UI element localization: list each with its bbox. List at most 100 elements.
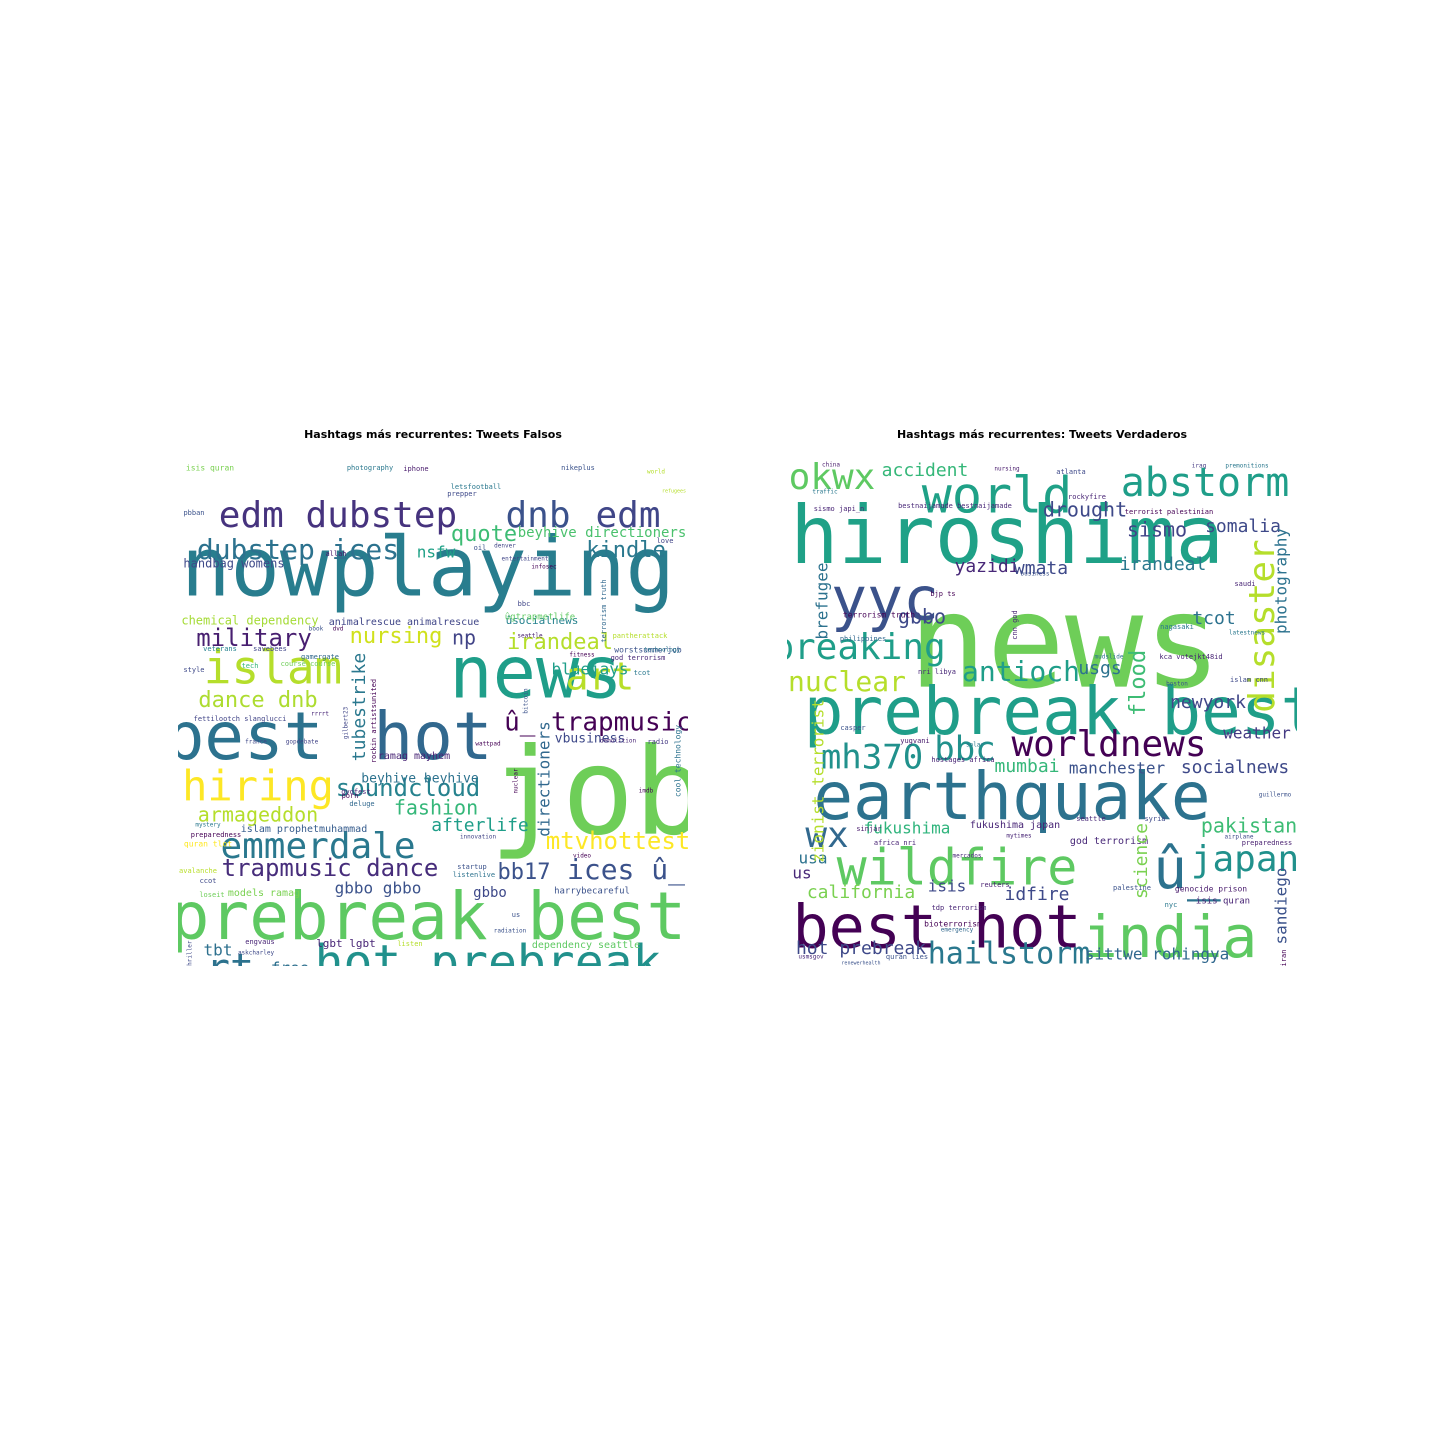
cloud-word: hostages africa [931, 756, 994, 764]
cloud-word: emmerdale [220, 826, 415, 867]
cloud-word: free [271, 959, 310, 967]
cloud-word: kca votejkt48id [1159, 653, 1222, 661]
wordcloud-real: news hiroshima earthquake prebreak best wild… [787, 461, 1297, 966]
chart-title-fake: Hashtags más recurrentes: Tweets Falsos [304, 428, 562, 441]
cloud-word: afterlife [431, 815, 529, 836]
cloud-word: yugvani [900, 737, 930, 745]
cloud-word: porn [342, 792, 359, 800]
cloud-word: fettilootch slanglucci [194, 715, 287, 723]
cloud-word: fitness [569, 652, 595, 659]
cloud-word: wmata [1014, 558, 1068, 579]
cloud-word: gamergate [301, 653, 339, 661]
cloud-word: philippines [840, 635, 886, 643]
cloud-word: handbag womens [183, 557, 284, 571]
cloud-word: renewerhealth [841, 961, 880, 967]
cloud-word: radiation [494, 928, 527, 935]
cloud-word: bluejays [551, 660, 628, 679]
cloud-word: book [309, 626, 324, 633]
cloud-word: gilbert23 [343, 706, 350, 739]
cloud-word: sismo [1127, 518, 1187, 542]
cloud-word: edm [595, 495, 660, 536]
cloud-word: yazidi [954, 556, 1019, 577]
cloud-word: rockin artistsunited [370, 679, 378, 763]
cloud-word: earthquake [813, 758, 1210, 835]
cloud-word: quran tlot [184, 840, 232, 849]
cloud-word: style [183, 666, 204, 674]
cloud-word: bitcoin [523, 688, 530, 714]
cloud-word: nyc [1165, 901, 1178, 909]
cloud-word: iphone [403, 465, 428, 473]
cloud-word: sandiego [1272, 867, 1291, 944]
cloud-word: harrybecareful [554, 887, 630, 897]
cloud-word: japan [1191, 839, 1297, 880]
cloud-word: pakistan [1201, 814, 1297, 838]
cloud-word: china [822, 462, 840, 469]
cloud-word: idfire [1004, 884, 1069, 905]
cloud-word: mudslide [1095, 654, 1124, 661]
cloud-word: france [245, 739, 267, 746]
cloud-word: gbbo [473, 885, 507, 901]
cloud-word: bjp ts [930, 590, 955, 598]
cloud-word: tdp terrorism [932, 904, 987, 912]
cloud-word: savebees [253, 645, 287, 653]
cloud-word: dnb [505, 495, 570, 536]
cloud-word: seattle [1076, 815, 1106, 823]
cloud-word: rrrrt [311, 711, 329, 718]
cloud-word: dance dnb [198, 688, 317, 713]
cloud-word: imdb [639, 788, 654, 795]
cloud-word: best [178, 698, 323, 775]
cloud-word: entertainment [502, 556, 549, 563]
cloud-word: mercados [953, 853, 982, 860]
cloud-word: yyc [831, 565, 939, 635]
cloud-word: airplane [1225, 834, 1254, 841]
cloud-word: nsfw [417, 543, 456, 562]
cloud-word: radio [647, 738, 668, 746]
cloud-word: innovation [460, 834, 497, 841]
cloud-word: ccot [200, 877, 217, 885]
cloud-word: fukushima japan [970, 820, 1060, 831]
cloud-word: isis [928, 877, 967, 896]
cloud-word: okwx [789, 461, 876, 498]
cloud-word: wx [805, 815, 848, 856]
cloud-word: gopdebate [286, 739, 319, 746]
cloud-word: zionist terrorist [809, 699, 828, 863]
cloud-word: listenlive [453, 871, 495, 879]
cloud-word: abstorm [1121, 461, 1290, 506]
cloud-word: terrorism truth [843, 611, 915, 620]
cloud-word: god terrorism [611, 654, 666, 662]
cloud-word: military [196, 624, 312, 652]
cloud-word: islam prophetmuhammad [241, 824, 367, 835]
cloud-word: photography [347, 464, 393, 472]
cloud-word: listen [397, 940, 422, 948]
cloud-word: bestnaijamade bestnaijamade [898, 502, 1012, 510]
cloud-word: nri libya [918, 668, 956, 676]
cloud-word: saudi [1234, 580, 1255, 588]
cloud-word: solar [966, 742, 984, 749]
cloud-word: mtvhottest [546, 827, 688, 855]
cloud-word: prebreak best [804, 673, 1297, 750]
cloud-word: sittwe rohingya [1085, 945, 1230, 964]
cloud-word: reuters [980, 881, 1010, 889]
cloud-word: trapmusic dance [222, 854, 439, 882]
cloud-word: soundcloud [336, 774, 481, 802]
cloud-word: premonitions [1225, 463, 1269, 470]
cloud-word: cool technology [674, 725, 683, 797]
cloud-word: û_ [1153, 837, 1221, 902]
cloud-word: np [452, 626, 476, 650]
cloud-word: world [647, 469, 665, 476]
cloud-word: askcharley [238, 950, 275, 957]
cloud-word: animalrescue animalrescue [329, 617, 480, 628]
cloud-word: mumbai [994, 756, 1059, 777]
cloud-word: emergency [941, 927, 974, 934]
cloud-word: dubstep ices [197, 533, 399, 566]
cloud-word: boston [1166, 681, 1188, 688]
cloud-word: preparedness [191, 831, 242, 839]
cloud-word: usmsgov [798, 954, 824, 961]
cloud-word: nursing [350, 624, 443, 649]
cloud-word: mytimes [1006, 833, 1032, 840]
cloud-word: genocide prison [1175, 885, 1247, 894]
cloud-word: cnn god [1011, 610, 1019, 640]
cloud-word: tcot [634, 669, 651, 677]
cloud-word: latestnews [1229, 630, 1266, 637]
